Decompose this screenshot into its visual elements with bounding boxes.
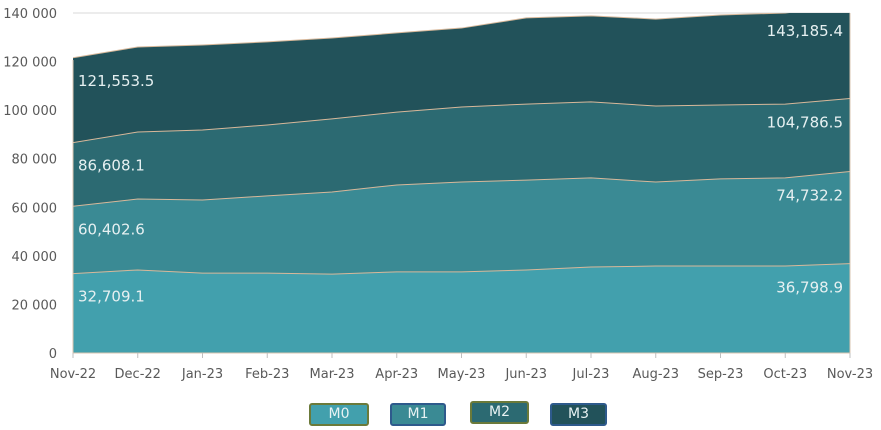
x-tick-label: Nov-23 — [827, 367, 873, 382]
x-tick-label: Dec-22 — [115, 367, 161, 382]
x-tick-label: Jun-23 — [504, 367, 547, 382]
line-m3 — [73, 13, 790, 59]
x-tick-label: May-23 — [438, 367, 486, 382]
line-m1 — [73, 171, 850, 207]
x-tick-label: Jan-23 — [181, 367, 223, 382]
x-tick-label: Mar-23 — [310, 367, 355, 382]
data-label: 143,185.4 — [767, 22, 843, 40]
line-m2 — [73, 98, 850, 144]
data-label: 121,553.5 — [78, 72, 154, 90]
legend-item-m2[interactable]: M2 — [470, 401, 529, 424]
area-m0 — [73, 263, 850, 353]
legend-item-m0[interactable]: M0 — [309, 403, 369, 426]
legend-item-m3[interactable]: M3 — [550, 403, 607, 426]
x-tick-label: Oct-23 — [763, 367, 807, 382]
x-tick-label: Jul-23 — [572, 367, 610, 382]
data-label: 36,798.9 — [776, 279, 843, 297]
data-label: 32,709.1 — [78, 288, 145, 306]
y-tick-label: 120 000 — [3, 56, 57, 71]
x-tick-label: Feb-23 — [245, 367, 289, 382]
line-m0 — [73, 263, 850, 275]
data-label: 104,786.5 — [767, 114, 843, 132]
x-tick-label: Sep-23 — [698, 367, 744, 382]
area-chart: 0 20 000 40 000 60 000 80 000 100 000 120 000 1… — [3, 7, 873, 382]
data-label: 74,732.2 — [776, 187, 843, 205]
legend-item-m1[interactable]: M1 — [390, 403, 446, 426]
x-tick-label: Aug-23 — [632, 367, 679, 382]
y-tick-label: 0 — [49, 347, 57, 362]
y-tick-label: 20 000 — [12, 298, 58, 313]
x-tick-label: Nov-22 — [50, 367, 96, 382]
y-tick-label: 40 000 — [12, 250, 58, 265]
x-tick-label: Apr-23 — [375, 367, 418, 382]
legend: M0 M1 M2 M3 — [0, 401, 881, 427]
y-tick-label: 60 000 — [12, 201, 58, 216]
y-tick-label: 100 000 — [3, 104, 57, 119]
y-tick-label: 80 000 — [12, 153, 58, 168]
y-tick-label: 140 000 — [3, 7, 57, 22]
data-label: 86,608.1 — [78, 157, 145, 175]
data-label: 60,402.6 — [78, 220, 145, 238]
